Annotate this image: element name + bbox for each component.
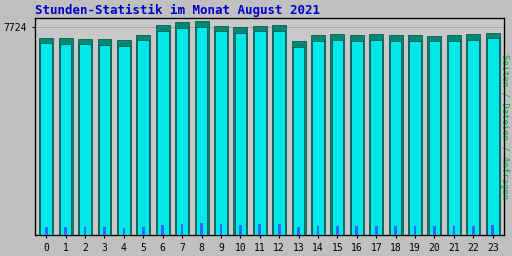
Bar [292, 41, 306, 235]
Bar [65, 227, 67, 235]
Bar [200, 223, 203, 235]
Bar [45, 227, 48, 235]
Bar [311, 35, 325, 235]
Bar [142, 227, 145, 235]
Bar [355, 226, 358, 235]
Bar [97, 39, 112, 235]
Bar [234, 33, 246, 235]
Bar [220, 224, 222, 235]
Bar [394, 226, 397, 235]
Bar [414, 226, 416, 235]
Bar [157, 31, 168, 235]
Bar [487, 38, 499, 235]
Bar [84, 227, 87, 235]
Bar [79, 45, 91, 235]
Bar [136, 35, 151, 235]
Bar [278, 224, 281, 235]
Bar [161, 225, 164, 235]
Bar [466, 34, 480, 235]
Bar [195, 22, 208, 235]
Bar [253, 26, 267, 235]
Bar [429, 41, 440, 235]
Bar [316, 226, 319, 235]
Bar [175, 22, 189, 235]
Bar [370, 40, 382, 235]
Bar [472, 226, 475, 235]
Bar [369, 35, 383, 235]
Bar [350, 35, 364, 235]
Bar [254, 31, 266, 235]
Bar [39, 38, 53, 235]
Bar [99, 45, 110, 235]
Bar [40, 43, 52, 235]
Bar [118, 46, 130, 235]
Bar [59, 38, 73, 235]
Bar [433, 226, 436, 235]
Bar [156, 25, 169, 235]
Bar [181, 223, 183, 235]
Bar [122, 228, 125, 235]
Bar [196, 27, 207, 235]
Bar [390, 41, 401, 235]
Bar [492, 225, 494, 235]
Bar [293, 47, 305, 235]
Bar [408, 35, 422, 235]
Bar [467, 40, 479, 235]
Bar [447, 35, 461, 235]
Bar [239, 225, 242, 235]
Bar [389, 35, 402, 235]
Bar [273, 31, 285, 235]
Bar [214, 26, 228, 235]
Bar [176, 28, 188, 235]
Bar [448, 41, 460, 235]
Bar [103, 228, 106, 235]
Bar [375, 226, 378, 235]
Text: Stunden-Statistik im Monat August 2021: Stunden-Statistik im Monat August 2021 [35, 4, 319, 17]
Bar [330, 34, 345, 235]
Bar [351, 41, 362, 235]
Bar [215, 31, 227, 235]
Bar [336, 226, 339, 235]
Bar [297, 227, 300, 235]
Bar [259, 224, 261, 235]
Bar [453, 226, 455, 235]
Bar [409, 41, 421, 235]
Bar [428, 36, 441, 235]
Bar [272, 25, 286, 235]
Bar [60, 44, 72, 235]
Bar [486, 33, 500, 235]
Bar [332, 40, 343, 235]
Bar [78, 39, 92, 235]
Bar [312, 41, 324, 235]
Bar [138, 40, 149, 235]
Y-axis label: Seiten / Dateien / Anfragen: Seiten / Dateien / Anfragen [500, 54, 508, 199]
Bar [233, 27, 247, 235]
Bar [117, 40, 131, 235]
